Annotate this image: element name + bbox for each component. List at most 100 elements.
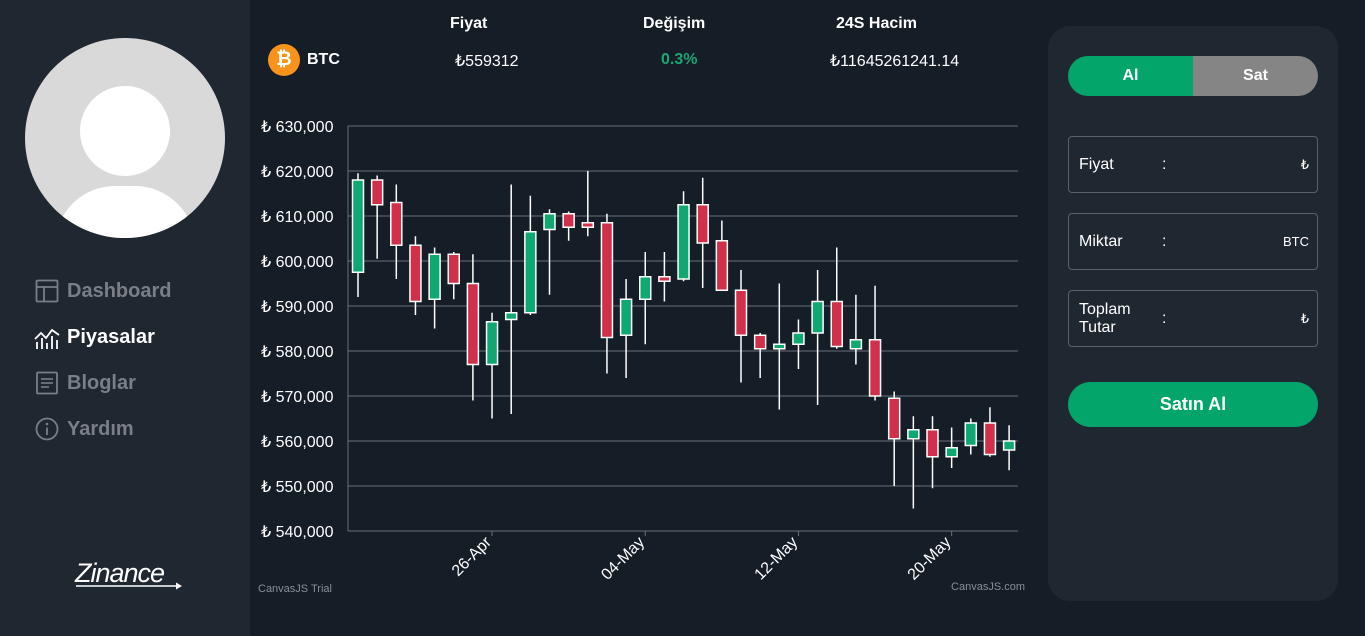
candle-body [811,300,824,334]
candle-body [447,253,460,285]
candle-body [600,222,614,339]
column-header-price: Fiyat [450,15,488,32]
candle-body [658,276,671,282]
total-field-label-line1: Toplam [1079,301,1131,318]
price-field-label: Fiyat [1079,156,1114,173]
zinance-logo[interactable]: Zinance [72,552,184,592]
avatar-head [80,86,170,176]
nav-menu: Dashboard Piyasalar Bloglar Yardım [34,278,171,462]
buy-button[interactable]: Satın Al [1068,382,1318,427]
y-axis-tick-label: ₺ 560,000 [261,434,334,451]
watermark-right: CanvasJS.com [951,581,1025,593]
candle-body [619,298,633,336]
column-header-change: Değişim [643,15,706,32]
x-axis-tick-label: 20-May [905,534,955,584]
amount-field-unit: BTC [1283,234,1309,249]
candlestick-chart[interactable]: ₺ 630,000 ₺ 620,000 ₺ 610,000 ₺ 600,000 ₺ 59… [250,110,1040,610]
candle-body [907,429,920,440]
coin-name: BTC [307,51,340,68]
price-chart[interactable]: ₺ 630,000 ₺ 620,000 ₺ 610,000 ₺ 600,000 ₺ 59… [250,110,1040,610]
candle-body [677,204,690,280]
candle-body [351,179,365,273]
y-axis-tick-label: ₺ 610,000 [261,209,334,226]
bitcoin-icon: ₿ [268,44,300,76]
total-field-unit: ₺ [1300,311,1309,326]
amount-input[interactable] [1174,226,1284,256]
price-field[interactable]: Fiyat : ₺ [1068,136,1318,193]
chart-line-icon [34,324,60,350]
nav-label: Piyasalar [67,325,155,348]
document-icon [34,370,60,396]
nav-item-piyasalar[interactable]: Piyasalar [34,324,171,350]
y-axis-tick-label: ₺ 590,000 [261,299,334,316]
y-axis-tick-label: ₺ 620,000 [261,164,334,181]
y-axis-tick-label: ₺ 550,000 [261,479,334,496]
sidebar: Dashboard Piyasalar Bloglar Yardım Zinan… [0,0,250,636]
price-value: ₺559312 [455,53,519,70]
candle-body [370,179,384,206]
candle-body [485,321,499,366]
candle-body [830,300,843,348]
candle-body [945,447,958,458]
logo-text: Zinance [74,558,165,588]
candle-body [390,201,403,246]
info-icon [34,416,60,442]
candle-body [849,339,863,350]
price-input[interactable] [1174,149,1284,179]
candle-body [639,276,652,300]
nav-label: Bloglar [67,371,136,394]
candle-body [887,397,901,440]
price-field-colon: : [1162,156,1167,173]
price-field-unit: ₺ [1300,157,1309,172]
nav-item-dashboard[interactable]: Dashboard [34,278,171,304]
nav-item-yardim[interactable]: Yardım [34,416,171,442]
column-header-volume: 24S Hacim [836,15,917,32]
x-axis-tick-label: 12-May [752,534,802,584]
candle-body [543,213,556,231]
change-value: 0.3% [661,51,698,68]
candle-body [409,244,422,303]
avatar[interactable] [25,38,225,238]
candle-body [983,422,997,456]
candle-body [562,213,575,228]
candle-body [1002,440,1016,451]
nav-item-bloglar[interactable]: Bloglar [34,370,171,396]
total-field-label-line2: Tutar [1079,319,1116,336]
trade-panel: Al Sat Fiyat : ₺ Miktar : BTC Toplam Tut… [1048,26,1338,601]
y-axis-tick-label: ₺ 630,000 [261,119,334,136]
y-axis-tick-label: ₺ 580,000 [261,344,334,361]
nav-label: Yardım [67,417,134,440]
amount-field[interactable]: Miktar : BTC [1068,213,1318,270]
candle-body [773,343,786,350]
y-axis-tick-label: ₺ 570,000 [261,389,334,406]
ticker-header: Fiyat Değişim 24S Hacim ₿ BTC ₺559312 0.… [250,0,1040,110]
x-axis-tick-label: 04-May [598,534,648,584]
dashboard-icon [34,278,60,304]
nav-label: Dashboard [67,279,172,302]
candle-body [428,253,441,300]
y-axis-tick-label: ₺ 540,000 [261,524,334,541]
candle-body [792,332,805,345]
total-input[interactable] [1174,303,1284,333]
candle-body [753,334,767,350]
candle-body [696,204,709,244]
avatar-body [55,186,195,238]
total-field-colon: : [1162,310,1167,327]
amount-field-colon: : [1162,233,1167,250]
buy-sell-toggle: Al Sat [1068,56,1318,96]
amount-field-label: Miktar [1079,233,1123,250]
tab-buy[interactable]: Al [1068,56,1193,96]
candle-body [868,339,882,397]
candle-body [734,289,748,336]
total-field[interactable]: Toplam Tutar : ₺ [1068,290,1318,347]
candle-body [926,429,939,458]
candle-body [466,282,480,366]
candle-body [581,222,595,228]
y-axis-tick-label: ₺ 600,000 [261,254,334,271]
candle-body [964,422,978,447]
candle-body [504,312,518,321]
candle-body [715,240,729,291]
volume-value: ₺11645261241.14 [830,53,960,70]
watermark-left: CanvasJS Trial [258,583,332,595]
tab-sell[interactable]: Sat [1193,56,1318,96]
